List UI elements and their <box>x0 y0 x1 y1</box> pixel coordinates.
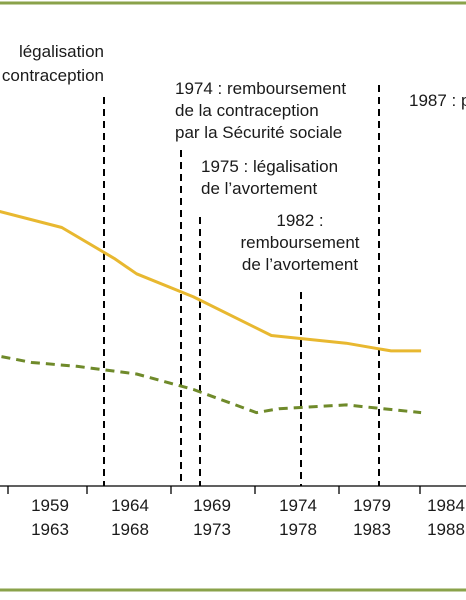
event-label-1974: 1974 : remboursement <box>175 79 346 98</box>
event-label-1982: remboursement <box>240 233 359 252</box>
event-label-1974: par la Sécurité sociale <box>175 123 342 142</box>
event-label-1975: 1975 : légalisation <box>201 157 338 176</box>
tick-label-end: 1978 <box>279 520 317 539</box>
x-tick-labels: 1959 1963 1964 1968 1969 1973 1974 1978 1979 1983… <box>31 496 465 539</box>
tick-label-end: 1983 <box>353 520 391 539</box>
tick-label-end: 1963 <box>31 520 69 539</box>
tick-label-start: 1979 <box>353 496 391 515</box>
tick-label-start: 1964 <box>111 496 149 515</box>
tick-label-start: 1974 <box>279 496 317 515</box>
x-axis <box>0 485 466 494</box>
event-markers <box>103 85 380 486</box>
event-annotations: légalisation contraception 1974 : rembours… <box>2 42 466 274</box>
event-label-1987: 1987 : p <box>409 91 466 110</box>
tick-label-end: 1988 <box>427 520 465 539</box>
tick-label-end: 1968 <box>111 520 149 539</box>
event-label-1982: de l’avortement <box>242 255 359 274</box>
tick-label-start: 1959 <box>31 496 69 515</box>
series-line-solid <box>0 210 422 353</box>
tick-label-start: 1984 <box>427 496 465 515</box>
tick-label-end: 1973 <box>193 520 231 539</box>
event-label-1967: contraception <box>2 66 104 85</box>
tick-label-start: 1969 <box>193 496 231 515</box>
event-label-1975: de l’avortement <box>201 179 318 198</box>
series-line-dashed <box>0 354 422 415</box>
series-lines <box>0 210 422 415</box>
event-label-1974: de la contraception <box>175 101 319 120</box>
event-label-1967: légalisation <box>19 42 104 61</box>
event-label-1982: 1982 : <box>276 211 323 230</box>
